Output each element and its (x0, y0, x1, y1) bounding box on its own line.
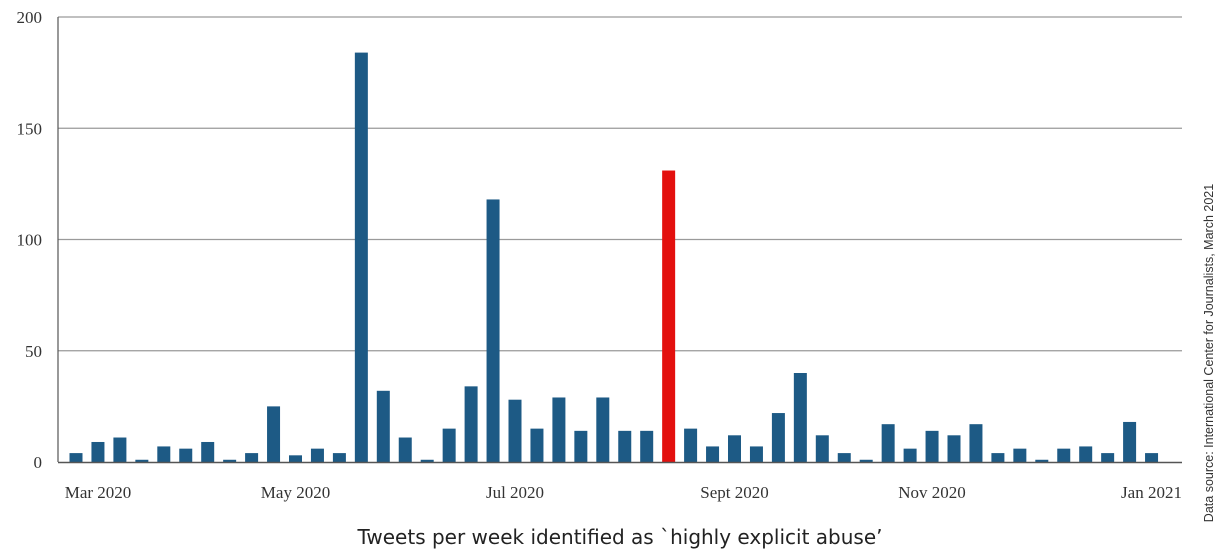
bar (771, 413, 785, 462)
bar (925, 430, 939, 462)
bar (815, 435, 829, 462)
bar (1013, 448, 1027, 462)
bar (245, 453, 259, 462)
bar (1101, 453, 1115, 462)
bars (69, 52, 1159, 463)
bar (903, 448, 917, 462)
x-tick-label: Jul 2020 (486, 483, 544, 502)
bar (179, 448, 193, 462)
bar (310, 448, 324, 462)
x-tick-label: May 2020 (261, 483, 330, 502)
bar (530, 428, 544, 463)
bar-highlighted (662, 170, 676, 462)
bar (684, 428, 698, 463)
x-tick-label: Sept 2020 (700, 483, 768, 502)
x-tick-label: Nov 2020 (898, 483, 966, 502)
bar (574, 430, 588, 462)
bar (420, 459, 434, 462)
y-tick-label: 0 (34, 453, 43, 472)
bar (728, 435, 741, 462)
bar (223, 459, 237, 462)
gridlines (57, 16, 1182, 462)
bar (69, 453, 83, 462)
bar (1123, 421, 1137, 462)
bar (859, 459, 873, 462)
bar (1057, 448, 1071, 462)
bar (201, 441, 215, 462)
y-axis-tick-labels: 0 50 100 150 200 (17, 8, 43, 472)
bar (1035, 459, 1049, 462)
x-tick-label: Jan 2021 (1121, 483, 1182, 502)
bar (508, 399, 522, 462)
x-axis-tick-labels: Mar 2020 May 2020 Jul 2020 Sept 2020 Nov 202… (65, 483, 1182, 502)
y-tick-label: 50 (25, 342, 42, 361)
x-axis-title: Tweets per week identified as `highly ex… (356, 525, 882, 549)
bar (442, 428, 456, 463)
bar (991, 453, 1005, 462)
bar (837, 453, 851, 462)
y-tick-label: 200 (17, 8, 43, 27)
bar (267, 406, 281, 463)
bar (113, 437, 127, 462)
bar (157, 446, 171, 462)
bar (135, 459, 149, 462)
bar (354, 52, 368, 462)
x-tick-label: Mar 2020 (65, 483, 132, 502)
bar (332, 453, 346, 462)
bar (1145, 453, 1159, 462)
bar (749, 446, 763, 462)
bar (640, 430, 654, 462)
bar (881, 424, 895, 462)
bar (91, 441, 105, 462)
bar (464, 386, 478, 462)
y-tick-label: 150 (17, 119, 43, 138)
bar (1079, 446, 1093, 462)
bar (618, 430, 632, 462)
bar (376, 390, 390, 462)
bar (969, 424, 983, 462)
bar (706, 446, 720, 462)
bar (289, 455, 302, 462)
bar (947, 435, 961, 462)
bar (486, 199, 500, 462)
bar (596, 397, 610, 462)
bar (793, 373, 807, 462)
y-tick-label: 100 (17, 231, 43, 250)
bar (552, 397, 566, 462)
data-source-note: Data source: International Center for Jo… (1202, 184, 1216, 522)
bar (398, 437, 412, 462)
